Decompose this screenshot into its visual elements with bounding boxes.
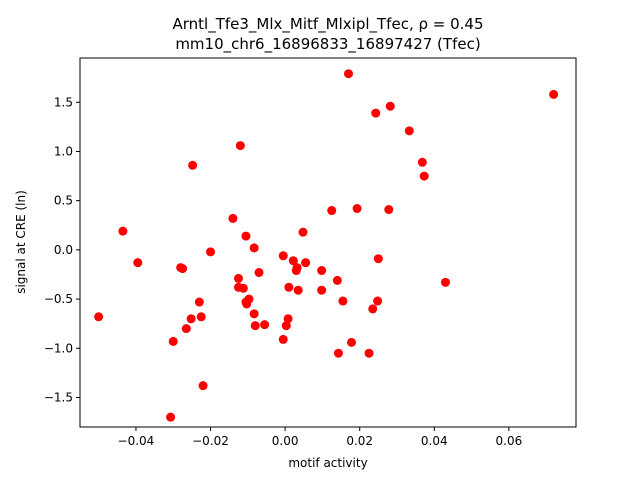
x-tick-label-4: 0.04 <box>421 434 448 448</box>
data-point-28 <box>278 251 288 261</box>
data-point-58 <box>440 277 450 287</box>
data-point-48 <box>364 348 374 358</box>
data-point-13 <box>206 247 216 257</box>
data-point-26 <box>254 268 264 278</box>
data-point-46 <box>346 337 356 347</box>
data-point-35 <box>292 263 302 273</box>
data-point-10 <box>194 297 204 307</box>
x-tick-label-3: 0.02 <box>346 434 373 448</box>
y-tick-label-5: 1.0 <box>54 144 73 158</box>
y-tick-label-3: 0.0 <box>54 243 73 257</box>
data-point-39 <box>317 266 327 276</box>
x-tick-label-0: −0.04 <box>118 434 155 448</box>
chart-title-line2: mm10_chr6_16896833_16897427 (Tfec) <box>175 35 480 54</box>
data-point-17 <box>235 141 245 151</box>
data-point-53 <box>384 205 394 215</box>
y-tick-label-1: −1.0 <box>44 341 73 355</box>
plot-area: −0.04 −0.02 0.00 0.02 0.04 0.06 −1.5 −1.0 −0.5 0.… <box>44 57 577 448</box>
data-point-11 <box>196 312 206 322</box>
y-tick-label-4: 0.5 <box>54 194 73 208</box>
data-point-9 <box>188 160 198 170</box>
data-point-59 <box>549 89 559 99</box>
x-tick-label-1: −0.02 <box>192 434 229 448</box>
data-point-14 <box>228 213 238 223</box>
data-point-22 <box>244 294 254 304</box>
data-point-44 <box>338 296 348 306</box>
x-tick-label-5: 0.06 <box>496 434 523 448</box>
data-point-41 <box>327 206 337 216</box>
data-point-12 <box>198 381 208 391</box>
x-axis-label: motif activity <box>288 456 367 470</box>
data-point-30 <box>281 321 291 331</box>
data-point-23 <box>249 243 259 253</box>
data-point-38 <box>301 258 311 268</box>
data-point-8 <box>186 314 196 324</box>
data-point-25 <box>250 321 260 331</box>
plot-frame <box>79 57 577 428</box>
data-point-42 <box>332 275 342 285</box>
data-point-15 <box>233 273 243 283</box>
data-point-7 <box>181 324 191 334</box>
data-point-36 <box>293 285 303 295</box>
data-point-37 <box>298 227 308 237</box>
data-point-6 <box>178 264 188 274</box>
data-point-27 <box>260 320 270 330</box>
data-point-55 <box>404 126 414 136</box>
data-point-49 <box>368 304 378 314</box>
chart-title-line1: Arntl_Tfe3_Mlx_Mitf_Mlxipl_Tfec, ρ = 0.4… <box>172 15 483 34</box>
y-axis-label: signal at CRE (ln) <box>14 190 28 294</box>
x-tick-label-2: 0.00 <box>272 434 299 448</box>
data-point-32 <box>284 282 294 292</box>
data-point-2 <box>133 258 143 268</box>
data-point-56 <box>417 157 427 167</box>
data-point-18 <box>238 283 248 293</box>
data-point-4 <box>166 412 176 422</box>
data-point-54 <box>385 101 395 111</box>
data-point-3 <box>168 336 178 346</box>
data-point-0 <box>94 312 104 322</box>
data-point-47 <box>352 204 362 214</box>
data-point-1 <box>118 226 128 236</box>
y-tick-label-0: −1.5 <box>44 390 73 404</box>
data-point-24 <box>249 309 259 319</box>
data-point-52 <box>373 254 383 264</box>
data-point-31 <box>283 314 293 324</box>
data-point-50 <box>371 108 381 118</box>
data-point-33 <box>288 256 298 266</box>
data-point-57 <box>419 171 429 181</box>
y-tick-label-2: −0.5 <box>44 292 73 306</box>
data-point-51 <box>373 296 383 306</box>
data-point-45 <box>344 69 354 79</box>
data-point-40 <box>317 285 327 295</box>
data-point-19 <box>241 231 251 241</box>
y-tick-label-6: 1.5 <box>54 95 73 109</box>
data-point-43 <box>333 348 343 358</box>
data-point-29 <box>278 334 288 344</box>
